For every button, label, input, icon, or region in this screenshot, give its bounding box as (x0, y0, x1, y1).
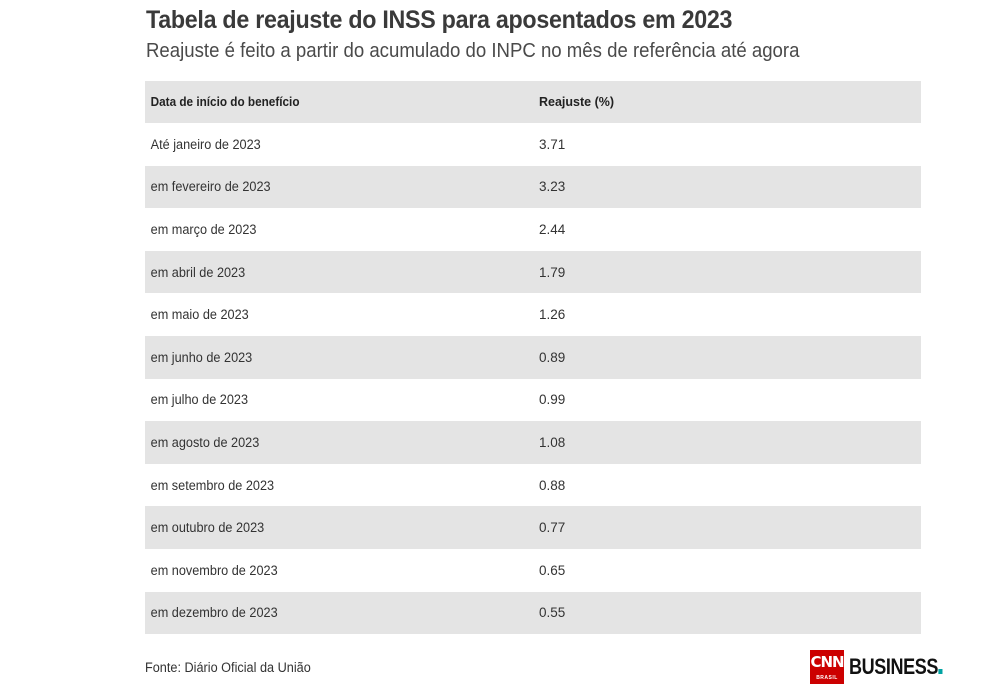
reajuste-cell: 2.44 (539, 221, 566, 237)
date-cell: em dezembro de 2023 (150, 605, 278, 621)
date-cell: em maio de 2023 (150, 307, 249, 323)
date-cell: em outubro de 2023 (150, 520, 265, 536)
reajuste-cell: 3.71 (539, 136, 566, 152)
reajuste-cell: 3.23 (539, 179, 566, 195)
reajuste-cell: 0.89 (539, 349, 566, 365)
brasil-logo-text: BRASIL (816, 675, 838, 681)
table-row: em maio de 2023 1.26 (145, 293, 921, 336)
data-table: Data de início do benefício Reajuste (%)… (145, 81, 921, 635)
table-row: em agosto de 2023 1.08 (145, 421, 921, 464)
business-logo-text: BUSINESS (849, 654, 943, 680)
date-cell: em junho de 2023 (150, 349, 253, 365)
reajuste-cell: 0.99 (539, 392, 566, 408)
reajuste-cell: 0.77 (539, 520, 566, 536)
reajuste-cell: 1.26 (539, 307, 566, 323)
reajuste-cell: 0.88 (539, 477, 566, 493)
chart-subtitle: Reajuste é feito a partir do acumulado d… (146, 40, 800, 62)
table-row: em julho de 2023 0.99 (145, 379, 921, 422)
table-row: Até janeiro de 2023 3.71 (145, 123, 921, 166)
date-cell: em março de 2023 (150, 221, 257, 237)
date-cell: em novembro de 2023 (150, 562, 278, 578)
cnn-business-logo: CNN BRASIL BUSINESS (810, 650, 963, 684)
date-cell: em agosto de 2023 (150, 434, 260, 450)
business-word: BUSINESS (849, 654, 938, 679)
reajuste-cell: 0.55 (539, 605, 566, 621)
source-note: Fonte: Diário Oficial da União (145, 660, 311, 675)
date-cell: em julho de 2023 (150, 392, 249, 408)
date-cell: em abril de 2023 (150, 264, 246, 280)
chart-title: Tabela de reajuste do INSS para aposenta… (146, 6, 733, 34)
date-cell: Até janeiro de 2023 (150, 136, 261, 152)
chart-card: Tabela de reajuste do INSS para aposenta… (140, 0, 943, 688)
table-body: Até janeiro de 2023 3.71 em fevereiro de 2… (145, 123, 921, 635)
table-row: em junho de 2023 0.89 (145, 335, 921, 379)
cnn-logo-text: CNN (810, 653, 844, 671)
column-header-date: Data de início do benefício (150, 95, 300, 109)
reajuste-cell: 0.65 (539, 562, 566, 578)
reajuste-cell: 1.08 (539, 434, 566, 450)
table-row: em março de 2023 2.44 (145, 208, 921, 251)
reajuste-cell: 1.79 (539, 264, 566, 280)
column-header-reajuste: Reajuste (%) (539, 95, 615, 109)
table-row: em abril de 2023 1.79 (145, 250, 921, 294)
date-cell: em fevereiro de 2023 (150, 179, 271, 195)
table-row: em fevereiro de 2023 3.23 (145, 165, 921, 209)
table-row: em setembro de 2023 0.88 (145, 464, 921, 507)
cnn-logo-badge: CNN BRASIL (810, 650, 845, 684)
table-header-row: Data de início do benefício Reajuste (%) (145, 81, 921, 123)
table-row: em outubro de 2023 0.77 (145, 506, 921, 549)
date-cell: em setembro de 2023 (150, 477, 275, 493)
logo-dot-icon (938, 669, 943, 674)
table-row: em dezembro de 2023 0.55 (145, 591, 921, 635)
table-row: em novembro de 2023 0.65 (145, 549, 921, 592)
